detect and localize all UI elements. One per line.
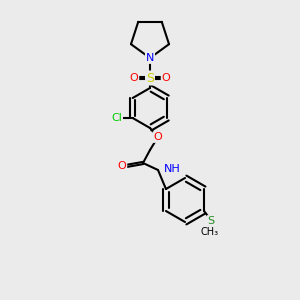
Text: N: N — [146, 53, 154, 63]
Text: O: O — [154, 132, 162, 142]
Text: S: S — [146, 71, 154, 85]
Text: Cl: Cl — [111, 113, 122, 123]
Text: O: O — [162, 73, 170, 83]
Text: O: O — [130, 73, 138, 83]
Text: S: S — [208, 216, 214, 226]
Text: NH: NH — [164, 164, 181, 174]
Text: O: O — [118, 161, 126, 171]
Text: CH₃: CH₃ — [201, 227, 219, 237]
